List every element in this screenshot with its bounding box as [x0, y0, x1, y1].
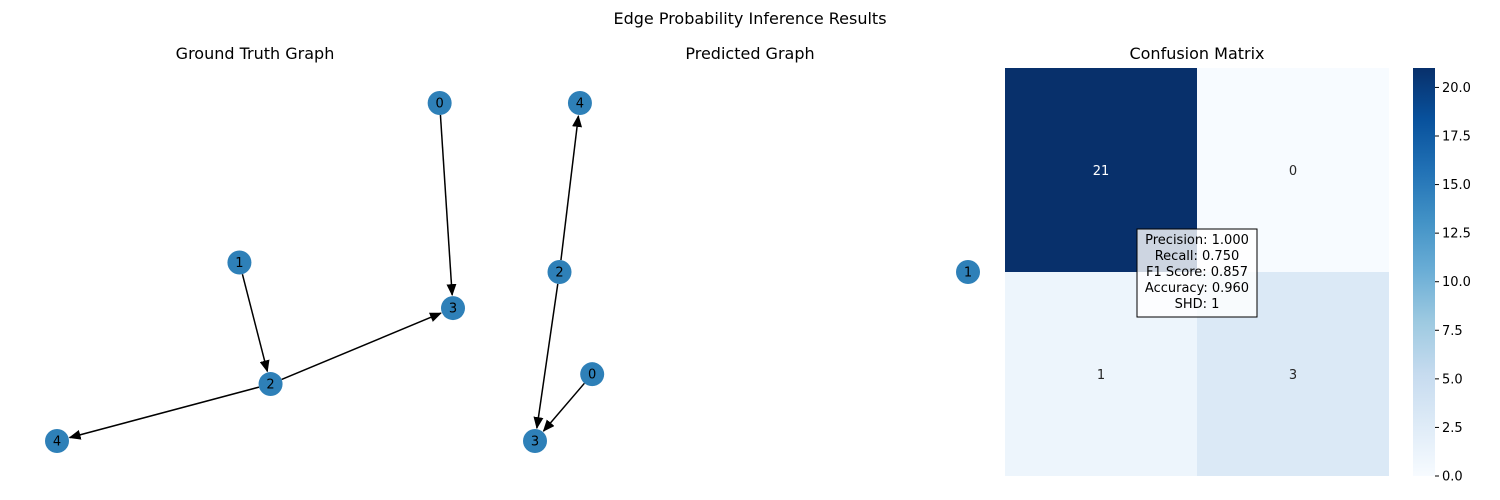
metric-line: Recall: 0.750: [1155, 249, 1240, 264]
node-1: [956, 260, 980, 284]
edge-2-to-3: [533, 283, 559, 430]
heatmap-cell-label-0-1: 0: [1289, 164, 1297, 179]
node-0: [427, 91, 452, 115]
colorbar-tick-label: 15.0: [1442, 178, 1471, 193]
colorbar-tick-label: 5.0: [1442, 372, 1463, 387]
node-1: [227, 250, 252, 275]
colorbar-tick-label: 7.5: [1442, 324, 1463, 339]
metrics-box-frame: [1136, 228, 1258, 318]
confusion-matrix: 21 0 1 3: [1005, 68, 1389, 476]
node-2: [547, 260, 572, 284]
heatmap-cell-label-1-1: 3: [1289, 368, 1297, 383]
heatmap-cell-label-0-0: 21: [1093, 164, 1110, 179]
node-label-2: 2: [555, 266, 563, 281]
edge-2-to-4: [68, 386, 260, 440]
node-2: [258, 372, 283, 397]
node-label-3: 3: [531, 435, 539, 450]
ground-truth-title: Ground Truth Graph: [176, 44, 335, 63]
node-4: [567, 91, 592, 115]
node-label-1: 1: [964, 266, 972, 281]
node-label-3: 3: [449, 302, 457, 317]
colorbar-gradient: [1413, 68, 1435, 476]
node-label-0: 0: [436, 97, 444, 112]
predicted-title: Predicted Graph: [685, 44, 814, 63]
confusion-matrix-title: Confusion Matrix: [1129, 44, 1264, 63]
colorbar-tick-label: 10.0: [1442, 275, 1471, 290]
heatmap-cell-label-1-0: 1: [1097, 368, 1105, 383]
colorbar-tick-label: 12.5: [1442, 227, 1471, 242]
node-label-4: 4: [53, 435, 61, 450]
colorbar-tick-label: 2.5: [1442, 421, 1463, 436]
node-label-1: 1: [235, 256, 243, 271]
edge-0-to-3: [542, 382, 585, 432]
edge-1-to-2: [241, 273, 270, 373]
node-3: [441, 296, 465, 321]
edge-2-to-3: [281, 312, 442, 381]
figure-title: Edge Probability Inference Results: [613, 9, 886, 28]
ground-truth-graph: 0 1 2 3 4: [45, 91, 465, 453]
node-label-4: 4: [576, 97, 584, 112]
edge-0-to-3: [439, 114, 457, 297]
colorbar-tick-label: 0.0: [1442, 470, 1463, 485]
metric-line: Accuracy: 0.960: [1145, 281, 1249, 296]
metric-line: F1 Score: 0.857: [1146, 265, 1248, 280]
node-label-0: 0: [588, 368, 596, 383]
predicted-graph: 4 2 0 3 1: [523, 91, 980, 453]
node-4: [45, 429, 69, 453]
colorbar-tick-label: 17.5: [1442, 130, 1471, 145]
edge-2-to-4: [560, 114, 583, 261]
node-0: [580, 362, 605, 387]
colorbar-tick-label: 20.0: [1442, 81, 1471, 96]
metric-line: SHD: 1: [1175, 297, 1220, 312]
node-label-2: 2: [266, 378, 274, 393]
metric-line: Precision: 1.000: [1145, 233, 1249, 248]
node-3: [523, 429, 547, 453]
colorbar: 0.0 2.5 5.0 7.5 10.0 12.5 15.0 17.5 20.0: [1413, 68, 1471, 485]
